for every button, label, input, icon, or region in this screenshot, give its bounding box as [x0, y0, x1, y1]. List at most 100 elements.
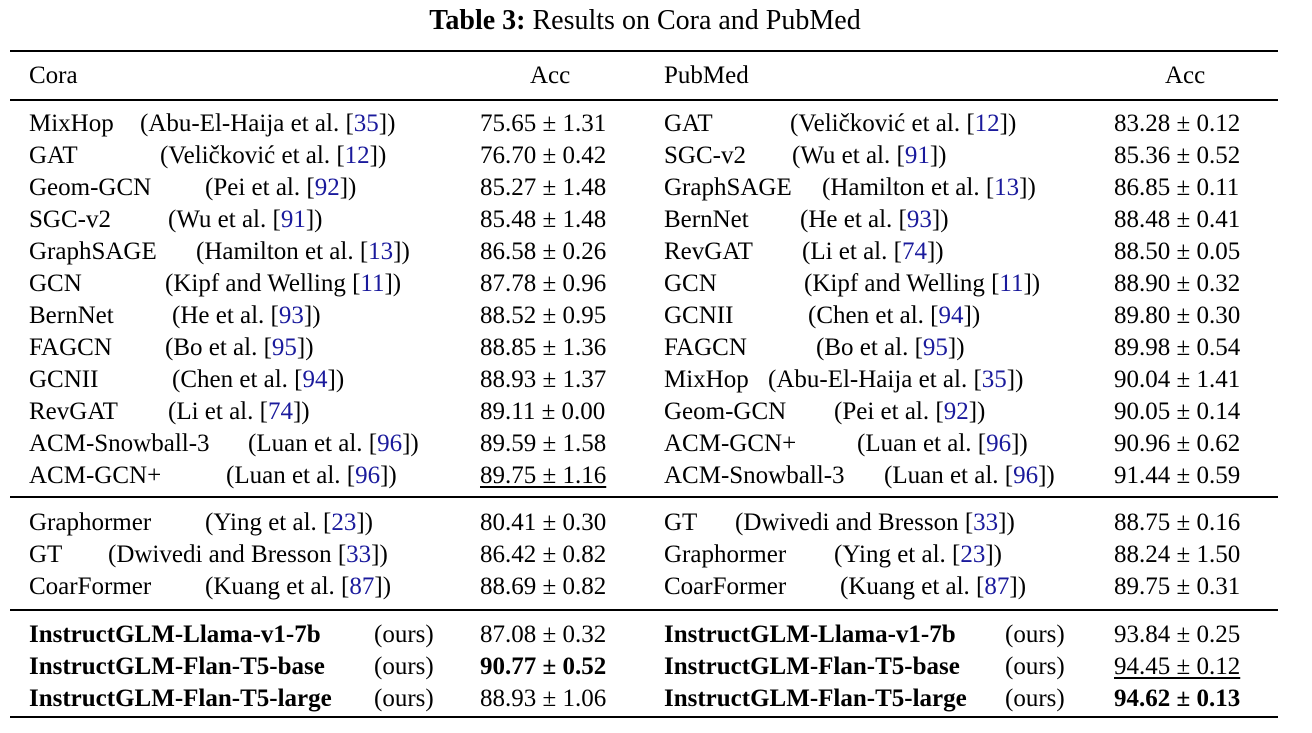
reference-link[interactable]: 35: [981, 366, 1007, 393]
reference-link[interactable]: 12: [344, 142, 370, 169]
citation-pubmed: (Chen et al. [94]): [808, 300, 980, 332]
citation-text: (Hamilton et al. [: [196, 238, 369, 265]
citation-close: ]): [371, 541, 388, 568]
reference-link[interactable]: 87: [349, 573, 375, 600]
reference-link[interactable]: 35: [353, 110, 379, 137]
citation-pubmed: (He et al. [93]): [800, 204, 949, 236]
reference-link[interactable]: 96: [1013, 462, 1039, 489]
reference-link[interactable]: 94: [302, 366, 328, 393]
table-row: GT (Dwivedi and Bresson [33]) 86.42 ± 0.82…: [0, 539, 1312, 571]
table-row: InstructGLM-Flan-T5-base (ours) 90.77 ± 0.…: [0, 651, 1312, 683]
reference-link[interactable]: 13: [368, 238, 394, 265]
accuracy-pubmed: 90.04 ± 1.41: [1114, 366, 1241, 393]
citation-pubmed: (Ying et al. [23]): [834, 539, 1002, 571]
citation-cora: (Abu-El-Haija et al. [35]): [140, 108, 395, 140]
reference-link[interactable]: 23: [331, 509, 357, 536]
method-name-pubmed: GAT: [664, 110, 713, 137]
citation-pubmed: (Hamilton et al. [13]): [822, 172, 1036, 204]
method-name-cora: CoarFormer: [29, 573, 152, 600]
method-name-cora: SGC-v2: [29, 206, 111, 233]
citation-close: ]): [380, 462, 397, 489]
method-name-pubmed: GCN: [664, 270, 717, 297]
method-name-pubmed: CoarFormer: [664, 573, 787, 600]
method-name-cora: FAGCN: [29, 334, 112, 361]
citation-text: (ours): [374, 653, 434, 680]
reference-link[interactable]: 92: [943, 398, 969, 425]
method-name-pubmed: InstructGLM-Llama-v1-7b: [664, 621, 956, 648]
citation-pubmed: (Pei et al. [92]): [834, 396, 985, 428]
accuracy-pubmed: 85.36 ± 0.52: [1114, 142, 1241, 169]
accuracy-pubmed: 93.84 ± 0.25: [1114, 621, 1241, 648]
method-name-cora: InstructGLM-Flan-T5-base: [29, 653, 325, 680]
reference-link[interactable]: 95: [922, 334, 948, 361]
reference-link[interactable]: 33: [973, 509, 999, 536]
reference-link[interactable]: 11: [999, 270, 1024, 297]
table-row: GraphSAGE (Hamilton et al. [13]) 86.58 ± 0…: [0, 236, 1312, 268]
header-left-metric: Acc: [530, 62, 571, 89]
method-name-cora: Geom-GCN: [29, 174, 152, 201]
reference-link[interactable]: 87: [984, 573, 1010, 600]
citation-cora: (ours): [374, 651, 434, 683]
reference-link[interactable]: 33: [346, 541, 372, 568]
accuracy-pubmed: 88.48 ± 0.41: [1114, 206, 1241, 233]
citation-text: (ours): [1005, 653, 1065, 680]
citation-close: ]): [963, 302, 981, 329]
accuracy-cora: 87.78 ± 0.96: [480, 270, 607, 297]
citation-pubmed: (Veličković et al. [12]): [790, 108, 1016, 140]
method-name-pubmed: ACM-Snowball-3: [664, 462, 845, 489]
reference-link[interactable]: 12: [974, 110, 1000, 137]
citation-close: ]): [305, 206, 323, 233]
reference-link[interactable]: 95: [271, 334, 297, 361]
reference-link[interactable]: 13: [994, 174, 1020, 201]
citation-close: ]): [327, 366, 345, 393]
reference-link[interactable]: 91: [904, 142, 930, 169]
table-row: FAGCN (Bo et al. [95]) 88.85 ± 1.36 FAGCN (B…: [0, 332, 1312, 364]
reference-link[interactable]: 96: [377, 430, 403, 457]
reference-link[interactable]: 93: [278, 302, 304, 329]
citation-text: (Veličković et al. [: [160, 142, 345, 169]
method-name-cora: GT: [29, 541, 63, 568]
citation-text: (Ying et al. [: [205, 509, 332, 536]
reference-link[interactable]: 93: [906, 206, 932, 233]
citation-pubmed: (Wu et al. [91]): [792, 140, 947, 172]
method-name-cora: ACM-GCN+: [29, 462, 162, 489]
reference-link[interactable]: 74: [267, 398, 293, 425]
citation-close: ]): [374, 573, 392, 600]
citation-text: (Pei et al. [: [834, 398, 944, 425]
reference-link[interactable]: 91: [280, 206, 306, 233]
citation-pubmed: (Kuang et al. [87]): [840, 571, 1026, 603]
reference-link[interactable]: 23: [960, 541, 986, 568]
citation-text: (Chen et al. [: [172, 366, 303, 393]
citation-text: (Hamilton et al. [: [822, 174, 995, 201]
header-right-dataset: PubMed: [664, 62, 749, 89]
citation-text: (Luan et al. [: [857, 430, 987, 457]
reference-link[interactable]: 74: [901, 238, 927, 265]
method-name-pubmed: RevGAT: [664, 238, 753, 265]
accuracy-cora: 88.93 ± 1.06: [480, 685, 607, 712]
citation-pubmed: (Bo et al. [95]): [816, 332, 965, 364]
citation-text: (Ying et al. [: [834, 541, 961, 568]
citation-text: (Kipf and Welling [: [804, 270, 1000, 297]
method-name-pubmed: InstructGLM-Flan-T5-large: [664, 685, 967, 712]
reference-link[interactable]: 92: [314, 174, 340, 201]
table-row: GCN (Kipf and Welling [11]) 87.78 ± 0.96 GC…: [0, 268, 1312, 300]
top-rule: [10, 50, 1278, 52]
citation-close: ]): [296, 334, 314, 361]
reference-link[interactable]: 11: [360, 270, 385, 297]
citation-close: ]): [985, 541, 1003, 568]
table-row: Geom-GCN (Pei et al. [92]) 85.27 ± 1.48 Gra…: [0, 172, 1312, 204]
citation-text: (ours): [1005, 685, 1065, 712]
reference-link[interactable]: 96: [355, 462, 381, 489]
citation-pubmed: (Kipf and Welling [11]): [804, 268, 1040, 300]
reference-link[interactable]: 94: [938, 302, 964, 329]
accuracy-pubmed: 91.44 ± 0.59: [1114, 462, 1241, 489]
method-name-cora: Graphormer: [29, 509, 152, 536]
caption-text: Results on Cora and PubMed: [532, 5, 861, 36]
table-row: ACM-GCN+ (Luan et al. [96]) 89.75 ± 1.16 AC…: [0, 460, 1312, 492]
accuracy-cora: 88.85 ± 1.36: [480, 334, 607, 361]
accuracy-pubmed: 83.28 ± 0.12: [1114, 110, 1241, 137]
citation-text: (Li et al. [: [802, 238, 902, 265]
reference-link[interactable]: 96: [986, 430, 1012, 457]
method-name-pubmed: GraphSAGE: [664, 174, 792, 201]
table-row: MixHop (Abu-El-Haija et al. [35]) 75.65 ± …: [0, 108, 1312, 140]
